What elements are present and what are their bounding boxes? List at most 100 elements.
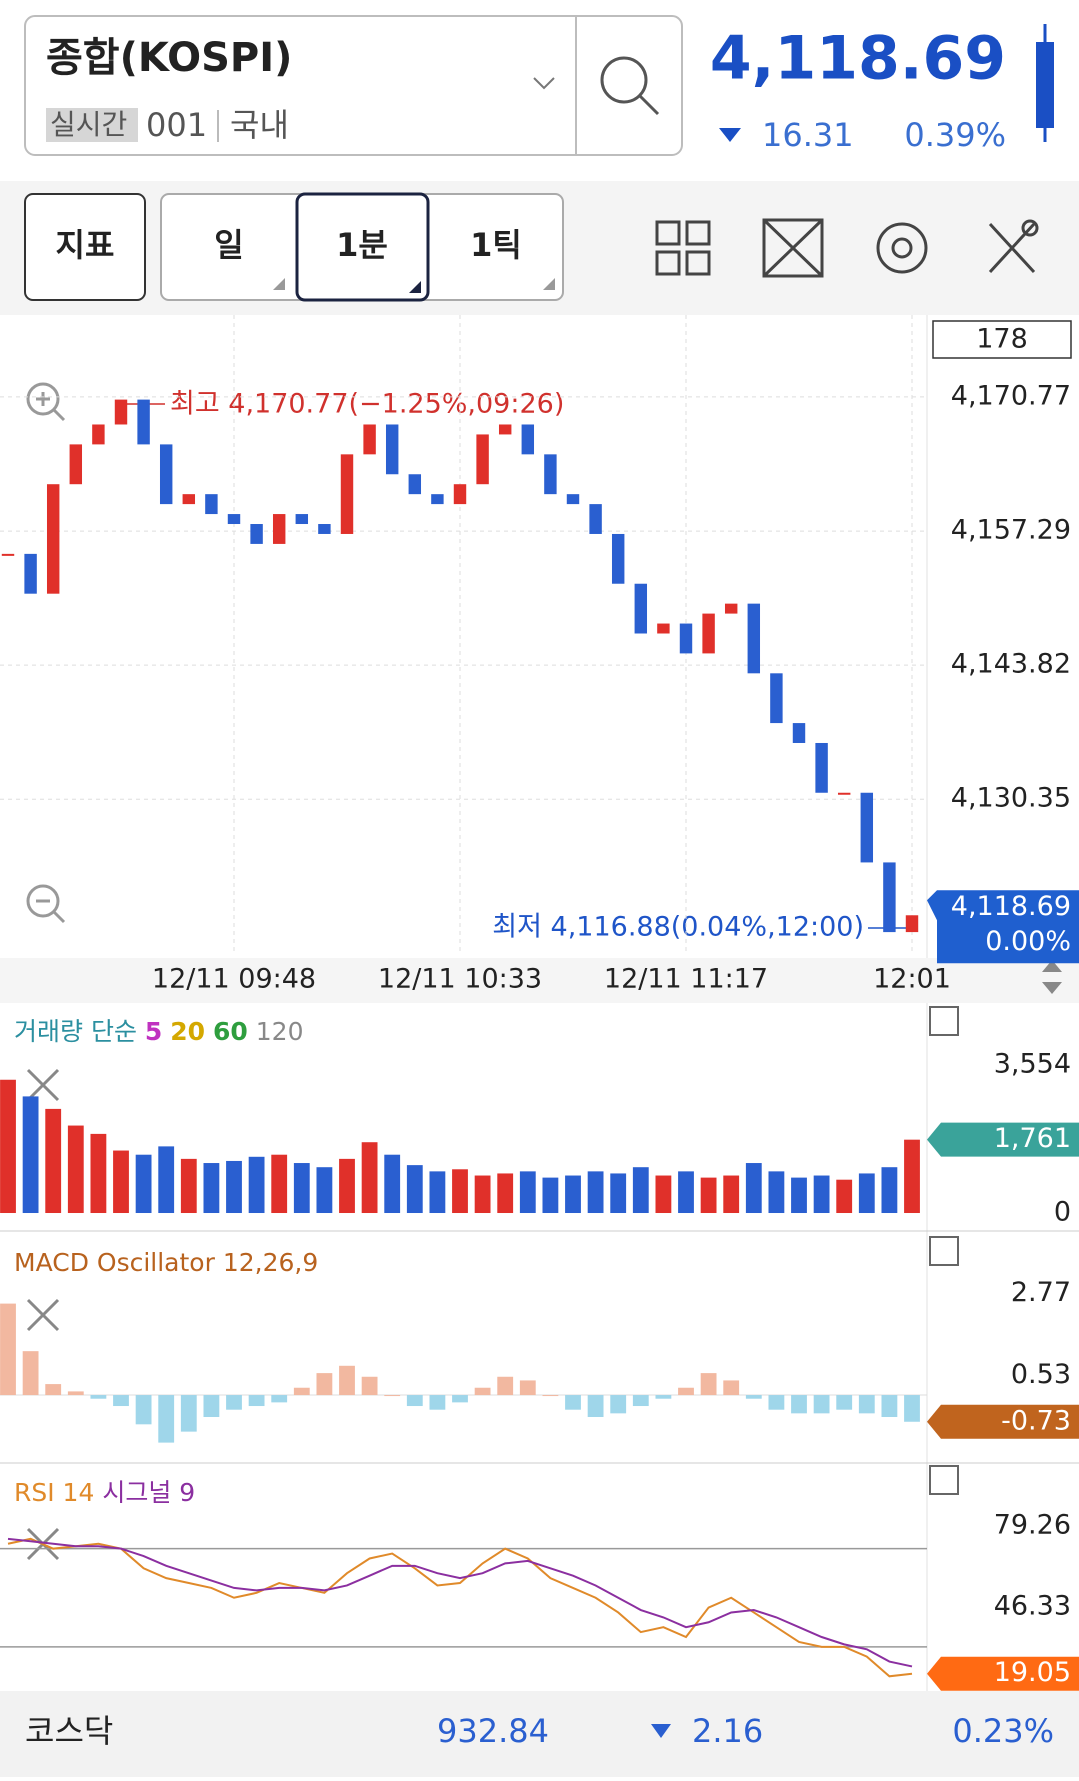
y-tick-label: 4,130.35 bbox=[951, 783, 1071, 814]
volume-bar bbox=[67, 1125, 84, 1214]
macd-bar bbox=[700, 1373, 717, 1396]
macd-bar bbox=[67, 1391, 84, 1396]
macd-bar bbox=[135, 1395, 152, 1425]
macd-bar bbox=[158, 1395, 175, 1443]
footer-change: 2.16 bbox=[692, 1712, 763, 1750]
candle bbox=[770, 673, 783, 724]
candle bbox=[724, 603, 738, 614]
volume-bar bbox=[180, 1158, 197, 1214]
candle bbox=[408, 474, 422, 495]
volume-bar bbox=[452, 1169, 468, 1214]
interval-button[interactable] bbox=[295, 192, 430, 302]
candle bbox=[792, 723, 806, 743]
macd-bar bbox=[610, 1395, 627, 1414]
current-value: -0.73 bbox=[1001, 1405, 1071, 1436]
settings-icon[interactable] bbox=[876, 222, 928, 274]
low-annotation: 최저 4,116.88(0.04%,12:00) bbox=[492, 912, 864, 943]
macd-bar bbox=[768, 1395, 785, 1410]
candle bbox=[159, 444, 173, 505]
macd-bar bbox=[384, 1395, 401, 1397]
tag-bg bbox=[46, 108, 138, 142]
panel-menus[interactable] bbox=[929, 1006, 959, 1495]
y-tick-label: 4,143.82 bbox=[951, 649, 1071, 680]
candle bbox=[318, 524, 331, 534]
candle bbox=[611, 533, 625, 584]
volume-bar bbox=[904, 1139, 920, 1214]
scroll-arrows[interactable] bbox=[1042, 960, 1062, 994]
indicator-button[interactable] bbox=[24, 193, 146, 301]
volume-bar bbox=[587, 1171, 604, 1214]
price: 4,118.69 bbox=[710, 24, 1006, 94]
footer-price: 932.84 bbox=[437, 1712, 549, 1750]
zoom-out[interactable] bbox=[26, 884, 66, 924]
dropdown-arrow[interactable] bbox=[533, 77, 555, 90]
macd-bar bbox=[542, 1395, 559, 1397]
footer-name: 코스닥 bbox=[25, 1712, 113, 1750]
volume-bar bbox=[293, 1163, 310, 1214]
macd-bar bbox=[858, 1395, 875, 1414]
volume-bar bbox=[113, 1150, 129, 1214]
y-tick-label: 4,170.77 bbox=[951, 380, 1071, 411]
legend-ma: 120 bbox=[256, 1017, 304, 1046]
candle bbox=[544, 454, 557, 495]
volume-bar bbox=[881, 1167, 898, 1214]
candle bbox=[385, 424, 399, 475]
macd-bar bbox=[632, 1395, 649, 1407]
candle bbox=[634, 583, 648, 634]
candle bbox=[363, 424, 376, 455]
volume-bar bbox=[497, 1173, 514, 1214]
y-tick-label: 4,157.29 bbox=[951, 515, 1071, 546]
tick-button[interactable]: 1틱 bbox=[470, 226, 522, 264]
period-button[interactable]: 일 bbox=[214, 226, 243, 264]
search-icon[interactable] bbox=[600, 56, 660, 116]
volume-bar bbox=[158, 1146, 175, 1214]
macd-bar bbox=[45, 1384, 62, 1396]
macd-bar bbox=[881, 1395, 898, 1418]
candle bbox=[340, 454, 354, 534]
volume-bar bbox=[406, 1165, 423, 1214]
index-title: 종합(KOSPI) bbox=[46, 35, 292, 81]
volume-bar bbox=[203, 1163, 220, 1214]
current-value: 19.05 bbox=[994, 1657, 1071, 1688]
legend-ma: 5 bbox=[145, 1017, 162, 1046]
candle bbox=[24, 553, 37, 594]
rsi-line bbox=[7, 1537, 913, 1678]
down-arrow bbox=[651, 1724, 671, 1738]
volume-bar bbox=[791, 1177, 807, 1214]
fullscreen-icon[interactable] bbox=[762, 218, 824, 278]
volume-bar bbox=[565, 1175, 581, 1214]
y-tick-label: 2.77 bbox=[1011, 1277, 1071, 1308]
zoom-in[interactable] bbox=[26, 382, 66, 422]
macd-bar bbox=[203, 1395, 220, 1418]
x-tick-label: 12:01 bbox=[873, 964, 951, 995]
macd-bar bbox=[316, 1373, 333, 1396]
candle bbox=[905, 915, 919, 933]
macd-bar bbox=[0, 1303, 16, 1396]
volume-bar bbox=[248, 1156, 265, 1214]
macd-legend: MACD Oscillator 12,26,9 bbox=[14, 1248, 318, 1277]
legend-ma: 60 bbox=[213, 1017, 248, 1046]
macd-bar bbox=[452, 1395, 468, 1403]
volume-bar bbox=[429, 1171, 446, 1214]
footer-pct: 0.23% bbox=[952, 1712, 1054, 1750]
panel-close[interactable] bbox=[26, 1068, 60, 1561]
candle bbox=[114, 399, 128, 425]
macd-bar bbox=[113, 1395, 129, 1407]
indicator-label: 지표 bbox=[56, 226, 115, 264]
macd-bar bbox=[248, 1395, 265, 1407]
market: 국내 bbox=[230, 106, 289, 144]
y-tick-label: 3,554 bbox=[994, 1049, 1071, 1080]
candle bbox=[815, 742, 828, 793]
candle bbox=[657, 623, 670, 634]
tools-icon[interactable] bbox=[988, 219, 1039, 274]
candle bbox=[431, 494, 444, 505]
macd-bar bbox=[429, 1395, 446, 1410]
candle bbox=[453, 484, 467, 505]
search-box[interactable] bbox=[24, 15, 683, 156]
layout-icon[interactable] bbox=[655, 220, 711, 276]
volume-bar bbox=[0, 1079, 16, 1214]
volume-bar bbox=[339, 1158, 355, 1214]
candle bbox=[272, 514, 286, 544]
y-tick-label: 79.26 bbox=[994, 1509, 1071, 1540]
